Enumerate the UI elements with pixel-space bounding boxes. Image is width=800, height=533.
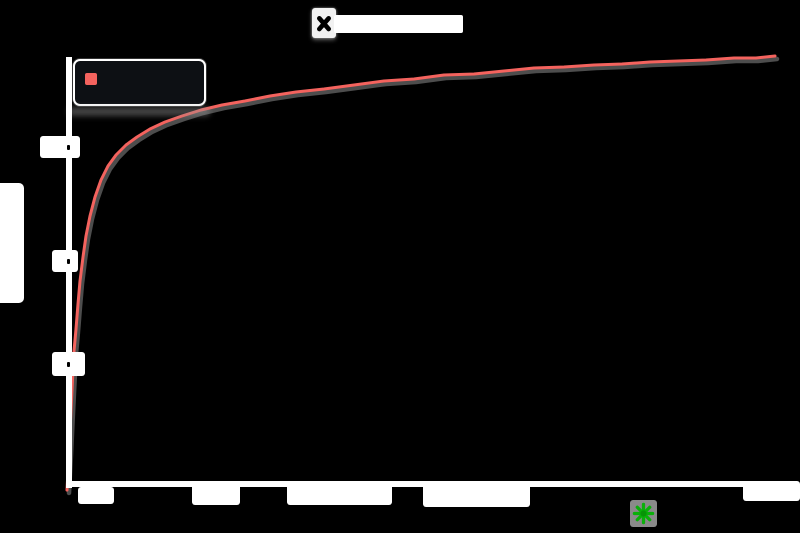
redacted-x-tick-label [423, 482, 530, 507]
tick-glyph-remnant [67, 362, 70, 367]
redacted-y-tick-label [40, 136, 80, 158]
legend [73, 59, 206, 106]
x-axis-spine [66, 481, 777, 487]
redacted-y-tick-label [52, 250, 78, 272]
curve-shadow [66, 56, 780, 496]
legend-shadow [68, 107, 210, 116]
legend-marker-square [85, 73, 97, 85]
redacted-x-tick-label [192, 484, 240, 505]
emoji-chip [630, 500, 657, 527]
redacted-x-tick-label [287, 482, 392, 505]
redacted-x-tick-label [743, 481, 800, 501]
tick-glyph-remnant [67, 145, 70, 150]
tick-glyph-remnant [67, 259, 70, 264]
redacted-y-axis-label [0, 183, 24, 303]
curve-line [65, 54, 777, 492]
redacted-legend-label [105, 71, 193, 87]
redacted-title-text [334, 15, 463, 33]
y-axis-spine [66, 57, 72, 488]
title-icon-chip [312, 8, 336, 38]
eight-spoked-asterisk-icon [632, 502, 655, 525]
heavy-multiplication-x-icon [317, 16, 331, 32]
redacted-x-tick-label [78, 487, 114, 504]
